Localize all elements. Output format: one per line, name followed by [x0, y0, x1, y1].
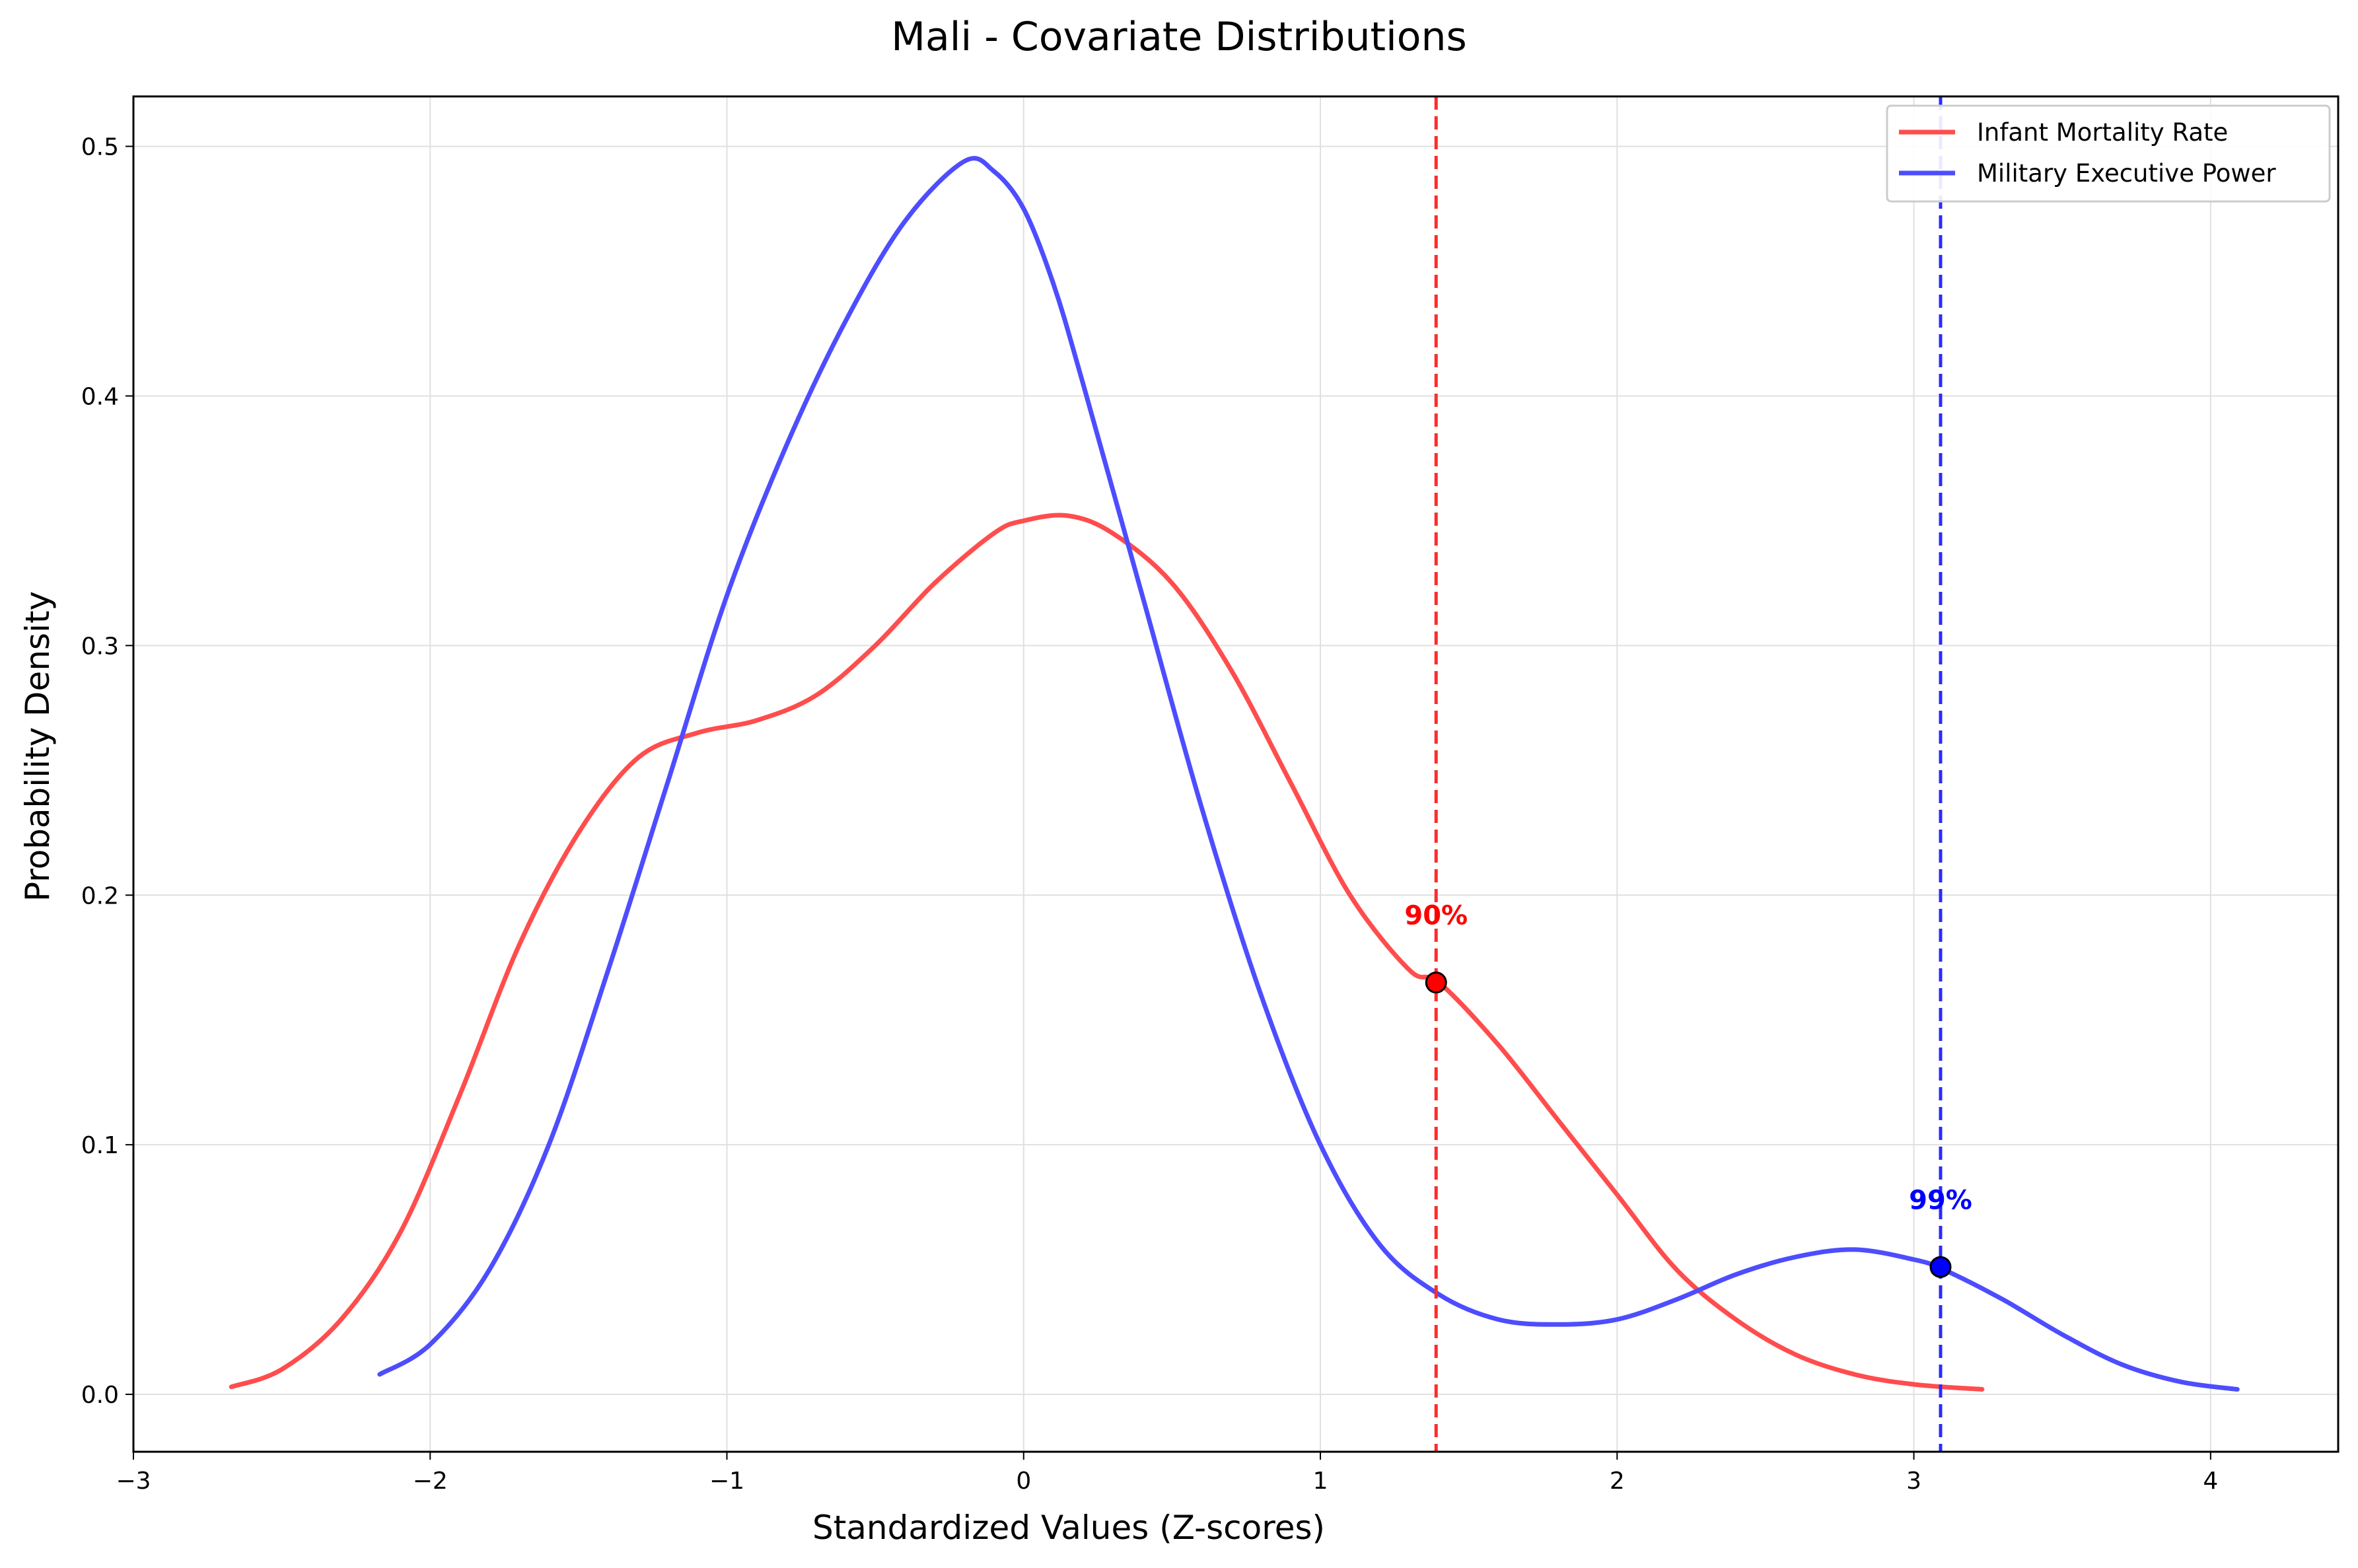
- marker-label-99: 99%: [1909, 1185, 1972, 1215]
- marker-point-90: [1425, 972, 1447, 994]
- marker-point-99: [1929, 1256, 1952, 1278]
- legend: Infant Mortality Rate Military Executive…: [1886, 104, 2331, 203]
- reference-lines: [1434, 96, 1943, 1452]
- x-tick-label: 3: [1906, 1468, 1921, 1495]
- y-tick-label: 0.4: [81, 383, 119, 410]
- x-axis-label: Standardized Values (Z-scores): [812, 1509, 1325, 1547]
- x-tick-label: 2: [1610, 1468, 1625, 1495]
- x-tick-label: −3: [116, 1468, 151, 1495]
- plot-frame: [132, 95, 2340, 1453]
- y-axis-ticks: 0.0 0.1 0.2 0.3 0.4 0.5: [81, 134, 133, 1409]
- x-tick-label: −1: [709, 1468, 744, 1495]
- legend-label-infant-mortality: Infant Mortality Rate: [1977, 118, 2228, 147]
- series-layer: [229, 156, 2240, 1392]
- y-tick-label: 0.1: [81, 1132, 119, 1159]
- x-tick-label: 0: [1016, 1468, 1031, 1495]
- y-tick-label: 0.3: [81, 633, 119, 660]
- y-tick-label: 0.0: [81, 1382, 119, 1409]
- y-tick-label: 0.2: [81, 882, 119, 909]
- x-tick-label: 4: [2203, 1468, 2218, 1495]
- x-axis-ticks: −3 −2 −1 0 1 2 3 4: [116, 1452, 2218, 1495]
- legend-label-military-executive-power: Military Executive Power: [1977, 159, 2276, 188]
- marker-label-90: 90%: [1404, 901, 1468, 931]
- y-axis-label: Probability Density: [18, 591, 57, 902]
- x-tick-label: −2: [413, 1468, 448, 1495]
- series-line-military-executive-power: [377, 156, 2240, 1392]
- legend-box: [1886, 104, 2331, 203]
- series-line-infant-mortality-rate: [229, 513, 1985, 1392]
- y-tick-label: 0.5: [81, 134, 119, 161]
- x-tick-label: 1: [1313, 1468, 1328, 1495]
- chart-title: Mali - Covariate Distributions: [891, 14, 1466, 60]
- marker-layer: 90% 99%: [1404, 901, 1972, 1278]
